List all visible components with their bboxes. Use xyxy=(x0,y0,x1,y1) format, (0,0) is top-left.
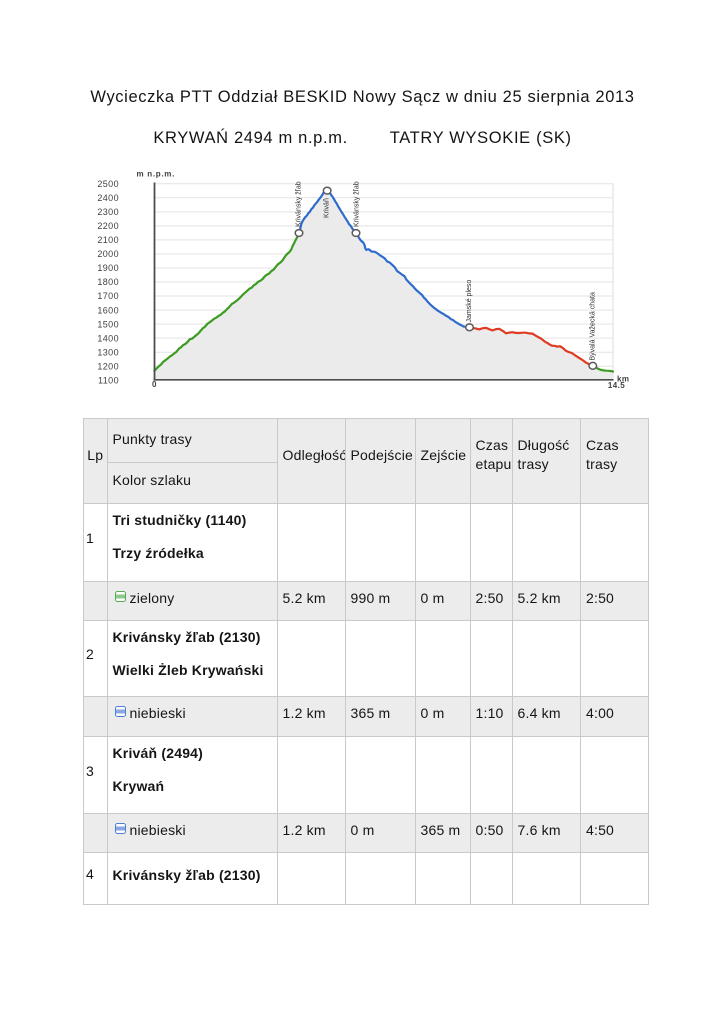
svg-text:14.5: 14.5 xyxy=(608,381,625,390)
svg-text:0: 0 xyxy=(152,380,157,389)
svg-text:Jamské pleso: Jamské pleso xyxy=(466,280,473,323)
svg-text:2200: 2200 xyxy=(97,221,119,231)
svg-text:Kriváň: Kriváň xyxy=(324,198,331,218)
svg-text:2300: 2300 xyxy=(97,207,119,217)
svg-text:2000: 2000 xyxy=(97,249,119,259)
svg-text:1800: 1800 xyxy=(97,277,119,287)
svg-text:2400: 2400 xyxy=(97,193,119,203)
svg-text:Bývalá Važecká chata: Bývalá Važecká chata xyxy=(590,292,597,360)
svg-text:1100: 1100 xyxy=(98,375,119,385)
svg-text:1400: 1400 xyxy=(97,333,119,343)
svg-text:Krivánsky žľab: Krivánsky žľab xyxy=(296,181,303,227)
svg-text:2100: 2100 xyxy=(97,235,119,245)
svg-text:2500: 2500 xyxy=(97,179,119,189)
svg-text:km: km xyxy=(617,374,629,383)
svg-text:1600: 1600 xyxy=(97,305,119,315)
svg-text:1700: 1700 xyxy=(97,291,119,301)
svg-text:1300: 1300 xyxy=(97,347,119,357)
svg-text:1200: 1200 xyxy=(97,361,119,371)
svg-text:1500: 1500 xyxy=(97,319,119,329)
svg-text:1900: 1900 xyxy=(97,263,119,273)
svg-text:Krivánsky žľab: Krivánsky žľab xyxy=(354,181,361,227)
svg-text:m n.p.m.: m n.p.m. xyxy=(137,170,176,179)
